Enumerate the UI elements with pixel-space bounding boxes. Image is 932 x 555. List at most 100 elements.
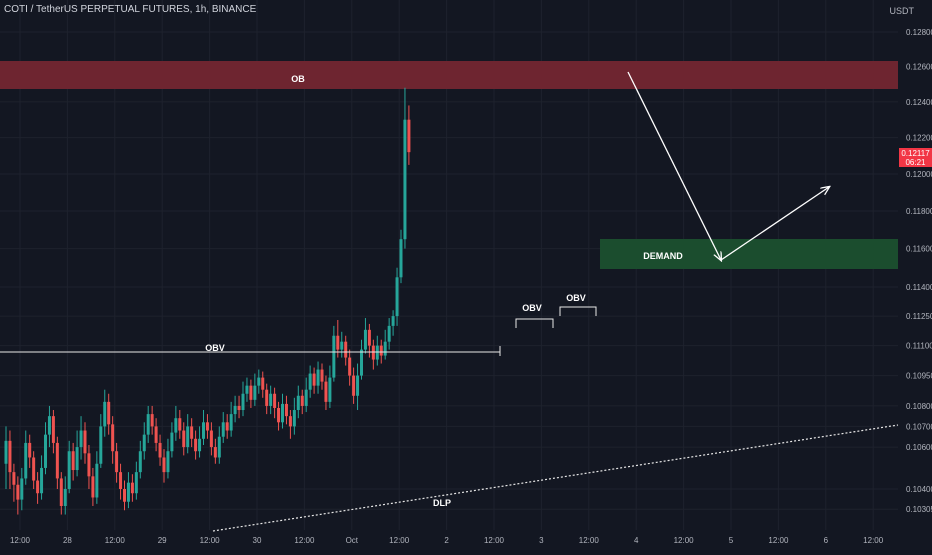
candle-body[interactable]: [47, 416, 51, 435]
candle-body[interactable]: [344, 341, 348, 358]
candle-body[interactable]: [403, 119, 407, 240]
candle-body[interactable]: [292, 410, 296, 427]
down-arrow[interactable]: [627, 71, 721, 260]
candle-body[interactable]: [162, 457, 166, 473]
candle-body[interactable]: [253, 385, 257, 400]
candle-body[interactable]: [332, 335, 336, 378]
candle-body[interactable]: [146, 414, 150, 435]
candle-body[interactable]: [360, 349, 363, 376]
candle-body[interactable]: [198, 438, 202, 452]
candle-body[interactable]: [205, 422, 209, 431]
obv-bracket-2[interactable]: [515, 318, 554, 328]
candle-body[interactable]: [130, 482, 134, 494]
candle-body[interactable]: [296, 395, 300, 411]
candle-body[interactable]: [288, 416, 292, 427]
candle-body[interactable]: [63, 489, 67, 506]
candle-body[interactable]: [103, 401, 107, 427]
candle-body[interactable]: [12, 472, 16, 485]
candle-body[interactable]: [281, 403, 284, 423]
candle-body[interactable]: [316, 369, 320, 386]
candle-body[interactable]: [40, 467, 44, 494]
candle-body[interactable]: [20, 478, 24, 500]
candle-body[interactable]: [312, 373, 316, 386]
candle-body[interactable]: [391, 316, 395, 326]
candle-body[interactable]: [209, 430, 213, 448]
candle-body[interactable]: [284, 403, 288, 417]
candle-body[interactable]: [178, 418, 182, 431]
time-axis[interactable]: 12:00 28 12:00 29 12:00 30 12:00 Oct 12:00 2 12:00…: [10, 536, 884, 545]
candle-body[interactable]: [28, 442, 32, 458]
candle-body[interactable]: [59, 478, 63, 506]
dlp-trendline[interactable]: [212, 424, 899, 532]
candle-body[interactable]: [225, 422, 229, 431]
candle-body[interactable]: [336, 335, 340, 350]
candle-body[interactable]: [83, 430, 87, 454]
ob-zone[interactable]: [0, 61, 898, 89]
candle-body[interactable]: [375, 345, 379, 360]
candle-body[interactable]: [320, 369, 324, 382]
candle-body[interactable]: [395, 277, 399, 317]
candle-body[interactable]: [32, 457, 36, 481]
candle-body[interactable]: [166, 451, 170, 473]
candle-body[interactable]: [363, 329, 367, 350]
candle-body[interactable]: [16, 484, 20, 500]
candle-body[interactable]: [399, 239, 403, 278]
candle-body[interactable]: [170, 432, 174, 452]
candle-body[interactable]: [190, 426, 194, 439]
candle-body[interactable]: [265, 389, 269, 406]
candle-body[interactable]: [138, 451, 142, 473]
candle-body[interactable]: [75, 447, 79, 471]
obv-bracket-3[interactable]: [559, 306, 597, 316]
candle-body[interactable]: [367, 329, 371, 346]
candle-body[interactable]: [379, 345, 383, 356]
candle-body[interactable]: [407, 119, 411, 153]
symbol-title[interactable]: COTI / TetherUS PERPETUAL FUTURES, 1h, B…: [4, 4, 257, 15]
candle-body[interactable]: [217, 436, 221, 458]
candle-body[interactable]: [383, 341, 387, 356]
candle-body[interactable]: [324, 381, 328, 402]
candle-body[interactable]: [87, 453, 91, 477]
candle-body[interactable]: [245, 385, 249, 394]
candle-body[interactable]: [237, 405, 241, 411]
candle-body[interactable]: [79, 430, 83, 448]
candle-body[interactable]: [55, 442, 59, 479]
candle-body[interactable]: [142, 434, 146, 452]
candle-body[interactable]: [99, 426, 103, 464]
candle-body[interactable]: [36, 480, 40, 494]
candle-body[interactable]: [174, 418, 178, 433]
candle-body[interactable]: [51, 416, 55, 443]
candle-body[interactable]: [249, 385, 253, 400]
candle-body[interactable]: [277, 407, 281, 423]
candle-body[interactable]: [67, 451, 71, 489]
candle-body[interactable]: [44, 434, 47, 468]
candle-body[interactable]: [348, 357, 352, 376]
candle-body[interactable]: [233, 405, 237, 415]
candle-body[interactable]: [134, 472, 138, 494]
candle-body[interactable]: [352, 375, 356, 396]
candle-body[interactable]: [115, 451, 119, 473]
candle-body[interactable]: [340, 341, 344, 350]
candle-body[interactable]: [241, 393, 245, 411]
candle-body[interactable]: [123, 489, 126, 502]
demand-zone[interactable]: [600, 239, 898, 269]
candle-body[interactable]: [126, 482, 130, 502]
candle-body[interactable]: [261, 377, 265, 390]
candle-body[interactable]: [304, 389, 308, 406]
candle-body[interactable]: [111, 424, 115, 452]
candle-body[interactable]: [4, 440, 8, 464]
candle-body[interactable]: [194, 438, 198, 452]
candle-body[interactable]: [8, 440, 12, 473]
candle-body[interactable]: [308, 373, 312, 390]
candle-body[interactable]: [150, 414, 154, 427]
candle-body[interactable]: [71, 451, 75, 471]
candle-body[interactable]: [229, 414, 233, 431]
candle-body[interactable]: [202, 422, 205, 439]
candle-body[interactable]: [119, 472, 123, 489]
candle-body[interactable]: [107, 401, 111, 425]
candle-body[interactable]: [257, 377, 261, 386]
candle-body[interactable]: [158, 442, 162, 458]
candle-body[interactable]: [356, 375, 360, 396]
candle-body[interactable]: [213, 447, 217, 458]
